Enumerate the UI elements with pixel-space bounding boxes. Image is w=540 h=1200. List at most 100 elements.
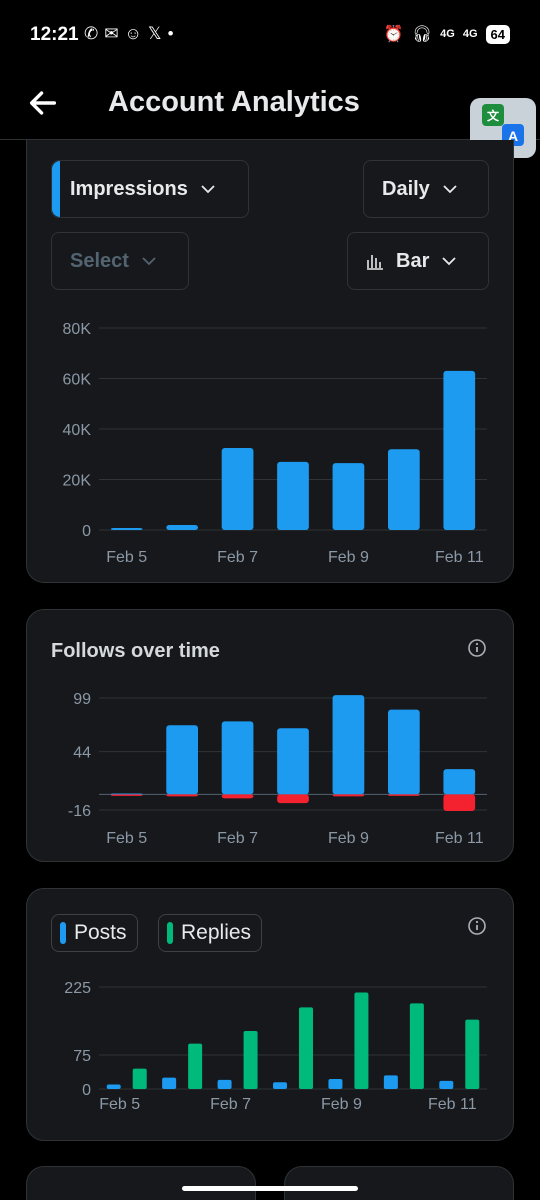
info-icon[interactable] <box>467 916 487 936</box>
y-tick-label: 60K <box>63 372 92 389</box>
impressions-card: Impressions Daily Select Bar 0 20K 40K 60K 8… <box>26 140 514 583</box>
x-tick-label: Feb 9 <box>321 1096 362 1113</box>
select-dropdown[interactable]: Select <box>51 232 189 290</box>
bar-negative <box>166 794 198 797</box>
y-tick-label: 44 <box>73 745 91 762</box>
bar <box>332 695 365 795</box>
metric-label: Impressions <box>70 177 188 200</box>
headphones-icon: 🎧︎ <box>411 26 433 43</box>
select-label: Select <box>70 249 129 272</box>
x-tick-label: Feb 5 <box>106 549 147 566</box>
bar-replies <box>299 1007 313 1089</box>
period-label: Daily <box>382 177 430 200</box>
chat-icon: ✉ <box>104 24 119 43</box>
bar-negative <box>443 794 476 811</box>
x-tick-label: Feb 9 <box>328 549 369 566</box>
bar-posts <box>106 1084 121 1089</box>
period-dropdown[interactable]: Daily <box>363 160 489 218</box>
chart-type-label: Bar <box>396 249 430 272</box>
y-tick-label: 225 <box>64 980 91 997</box>
chevron-down-icon <box>442 257 456 266</box>
status-bar: 12:21 ✆ ✉ ☺ 𝕏 • ⏰ 🎧︎ 4G 4G 64 <box>0 0 540 70</box>
posts-swatch <box>60 922 66 944</box>
network-2: 4G <box>462 28 478 40</box>
alarm-icon: ⏰ <box>383 26 404 43</box>
bar <box>110 527 143 530</box>
bar <box>388 709 420 795</box>
bar-posts <box>273 1082 287 1089</box>
whatsapp-icon: ✆ <box>84 24 99 43</box>
svg-text:A: A <box>508 128 518 144</box>
status-time: 12:21 <box>30 24 79 45</box>
legend-posts[interactable]: Posts <box>51 914 138 952</box>
bar <box>166 725 198 795</box>
x-tick-label: Feb 11 <box>435 830 484 847</box>
y-tick-label: 40K <box>63 422 92 439</box>
bar-posts <box>162 1077 177 1089</box>
bar <box>110 794 143 796</box>
page-title: Account Analytics <box>108 86 360 118</box>
bar-posts <box>439 1080 454 1089</box>
next-card-left <box>26 1166 256 1200</box>
bar <box>277 728 309 795</box>
bar-replies <box>243 1030 258 1089</box>
bar-chart-icon <box>367 255 383 270</box>
system-icons: ⏰ 🎧︎ 4G 4G 64 <box>384 24 510 44</box>
bar <box>221 721 254 795</box>
bar-replies <box>354 992 369 1089</box>
x-tick-label: Feb 7 <box>217 549 258 566</box>
follows-chart: -16 44 99 Feb 5 Feb 7 Feb 9 Feb 11 <box>68 691 487 847</box>
replies-swatch <box>167 922 173 944</box>
bar-negative <box>277 794 309 804</box>
metric-dropdown[interactable]: Impressions <box>51 160 249 218</box>
chart-type-dropdown[interactable]: Bar <box>347 232 489 290</box>
bar-replies <box>188 1043 203 1089</box>
y-tick-label: -16 <box>68 803 91 820</box>
bar-negative <box>388 794 420 796</box>
dot-icon: • <box>167 24 174 43</box>
bar-replies <box>132 1068 147 1089</box>
x-tick-label: Feb 5 <box>99 1096 140 1113</box>
bar-replies <box>465 1019 480 1089</box>
snapchat-icon: ☺ <box>124 24 142 43</box>
bar <box>443 370 476 530</box>
x-icon: 𝕏 <box>147 24 162 43</box>
x-tick-label: Feb 7 <box>210 1096 251 1113</box>
follows-title: Follows over time <box>51 640 220 662</box>
bar <box>443 769 476 795</box>
bar-posts <box>328 1079 343 1089</box>
bar-negative <box>332 794 365 797</box>
x-tick-label: Feb 9 <box>328 830 369 847</box>
back-arrow-icon[interactable] <box>26 86 60 120</box>
x-tick-label: Feb 7 <box>217 830 258 847</box>
info-icon[interactable] <box>467 638 487 658</box>
app-header: Account Analytics <box>0 70 540 140</box>
legend-replies-label: Replies <box>181 921 252 944</box>
bar-posts <box>217 1079 232 1089</box>
bar <box>277 461 309 530</box>
y-tick-label: 20K <box>63 473 92 490</box>
x-tick-label: Feb 11 <box>435 549 484 566</box>
chevron-down-icon <box>201 185 215 194</box>
legend-replies[interactable]: Replies <box>158 914 263 952</box>
notification-icons: ✆ ✉ ☺ 𝕏 • <box>84 24 174 44</box>
x-tick-label: Feb 11 <box>428 1096 477 1113</box>
follows-card: Follows over time -16 44 99 Feb 5 Feb 7 Feb 9… <box>26 609 514 862</box>
bar <box>166 524 198 530</box>
bar-negative <box>221 794 254 799</box>
chevron-down-icon <box>443 185 457 194</box>
posts-replies-chart: 0 75 225 Feb 5 Feb 7 Feb 9 Feb 11 <box>64 980 487 1113</box>
legend-posts-label: Posts <box>74 921 127 944</box>
battery-icon: 64 <box>485 24 510 44</box>
chevron-down-icon <box>142 257 156 266</box>
impressions-chart: 0 20K 40K 60K 80K Feb 5 Feb 7 Feb 9 Feb 11 <box>63 321 487 566</box>
metric-accent <box>52 161 60 217</box>
bar <box>388 449 420 530</box>
posts-replies-card: Posts Replies 0 75 225 Feb 5 Feb 7 Feb 9 Feb 1… <box>26 888 514 1141</box>
y-tick-label: 75 <box>73 1048 91 1065</box>
network-1: 4G <box>440 28 455 40</box>
bar <box>332 463 365 530</box>
next-card-right <box>284 1166 514 1200</box>
x-tick-label: Feb 5 <box>106 830 147 847</box>
y-tick-label: 99 <box>73 691 91 708</box>
